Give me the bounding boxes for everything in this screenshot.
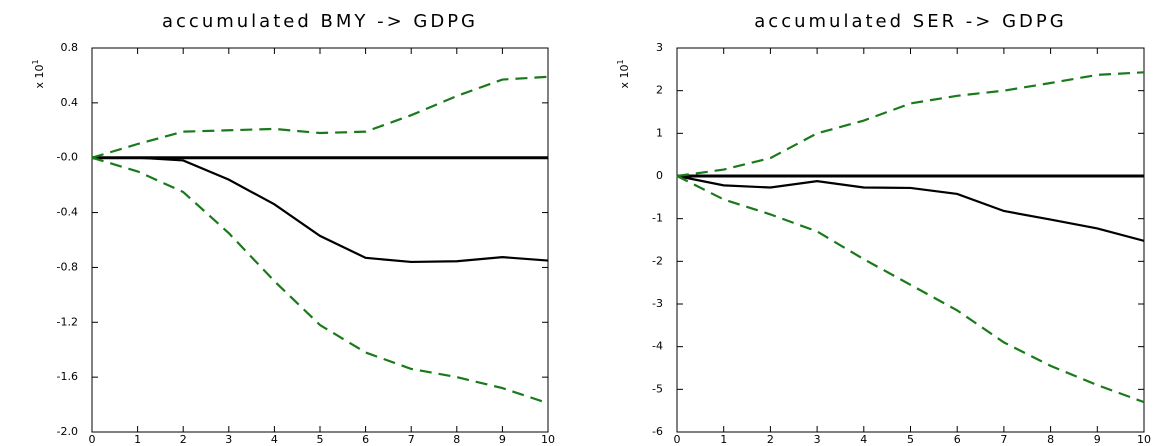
x-tick-label: 2 xyxy=(767,433,774,446)
x-tick-label: 0 xyxy=(89,433,96,446)
y-tick-label: -6 xyxy=(652,425,663,438)
scale-label: x 10 xyxy=(33,65,46,89)
series-line xyxy=(676,71,1145,178)
x-tick-label: 1 xyxy=(720,433,727,446)
axis-scale: x 101 xyxy=(616,59,632,88)
y-tick-label: 0.4 xyxy=(61,96,79,109)
y-tick-label: 0 xyxy=(656,169,663,182)
x-tick-label: 5 xyxy=(317,433,324,446)
y-tick-label: 3 xyxy=(656,41,663,54)
axis-scale: x 101 xyxy=(31,59,47,88)
series-line xyxy=(676,175,1145,404)
x-tick-label: 5 xyxy=(907,433,914,446)
x-tick-label: 7 xyxy=(1000,433,1007,446)
y-tick-label: -1 xyxy=(652,212,663,225)
y-tick-label: -3 xyxy=(652,297,663,310)
y-tick-label: -0.4 xyxy=(57,206,78,219)
x-tick-label: 9 xyxy=(499,433,506,446)
x-tick-label: 4 xyxy=(271,433,278,446)
x-tick-label: 6 xyxy=(362,433,369,446)
chart-title: accumulated BMY -> GDPG xyxy=(162,11,478,32)
x-tick-label: 8 xyxy=(1047,433,1054,446)
x-tick-label: 0 xyxy=(674,433,681,446)
series-line xyxy=(91,75,549,159)
x-tick-label: 10 xyxy=(541,433,555,446)
x-tick-label: 2 xyxy=(180,433,187,446)
y-tick-label: -0.0 xyxy=(57,151,78,164)
y-tick-label: 0.8 xyxy=(61,41,79,54)
y-tick-label: -4 xyxy=(652,340,663,353)
x-tick-label: 3 xyxy=(225,433,232,446)
series-line xyxy=(676,174,1145,242)
x-tick-label: 9 xyxy=(1094,433,1101,446)
scale-label: x 10 xyxy=(618,65,631,89)
y-tick-label: 2 xyxy=(656,84,663,97)
x-tick-label: 4 xyxy=(860,433,867,446)
x-tick-label: 8 xyxy=(453,433,460,446)
y-tick-label: -2.0 xyxy=(57,425,78,438)
y-tick-label: -5 xyxy=(652,382,663,395)
y-tick-label: -1.2 xyxy=(57,315,78,328)
x-tick-label: 6 xyxy=(954,433,961,446)
x-tick-label: 1 xyxy=(134,433,141,446)
y-tick-label: 1 xyxy=(656,126,663,139)
y-tick-label: -0.8 xyxy=(57,260,78,273)
x-tick-label: 3 xyxy=(814,433,821,446)
x-tick-label: 10 xyxy=(1137,433,1151,446)
scale-exponent: 1 xyxy=(31,59,40,64)
series-line xyxy=(92,156,549,264)
chart-title: accumulated SER -> GDPG xyxy=(754,11,1066,32)
y-tick-label: -1.6 xyxy=(57,370,78,383)
plot-frame xyxy=(91,47,549,433)
scale-exponent: 1 xyxy=(616,59,625,64)
series-line xyxy=(91,156,549,405)
y-tick-label: -2 xyxy=(652,254,663,267)
x-tick-label: 7 xyxy=(408,433,415,446)
